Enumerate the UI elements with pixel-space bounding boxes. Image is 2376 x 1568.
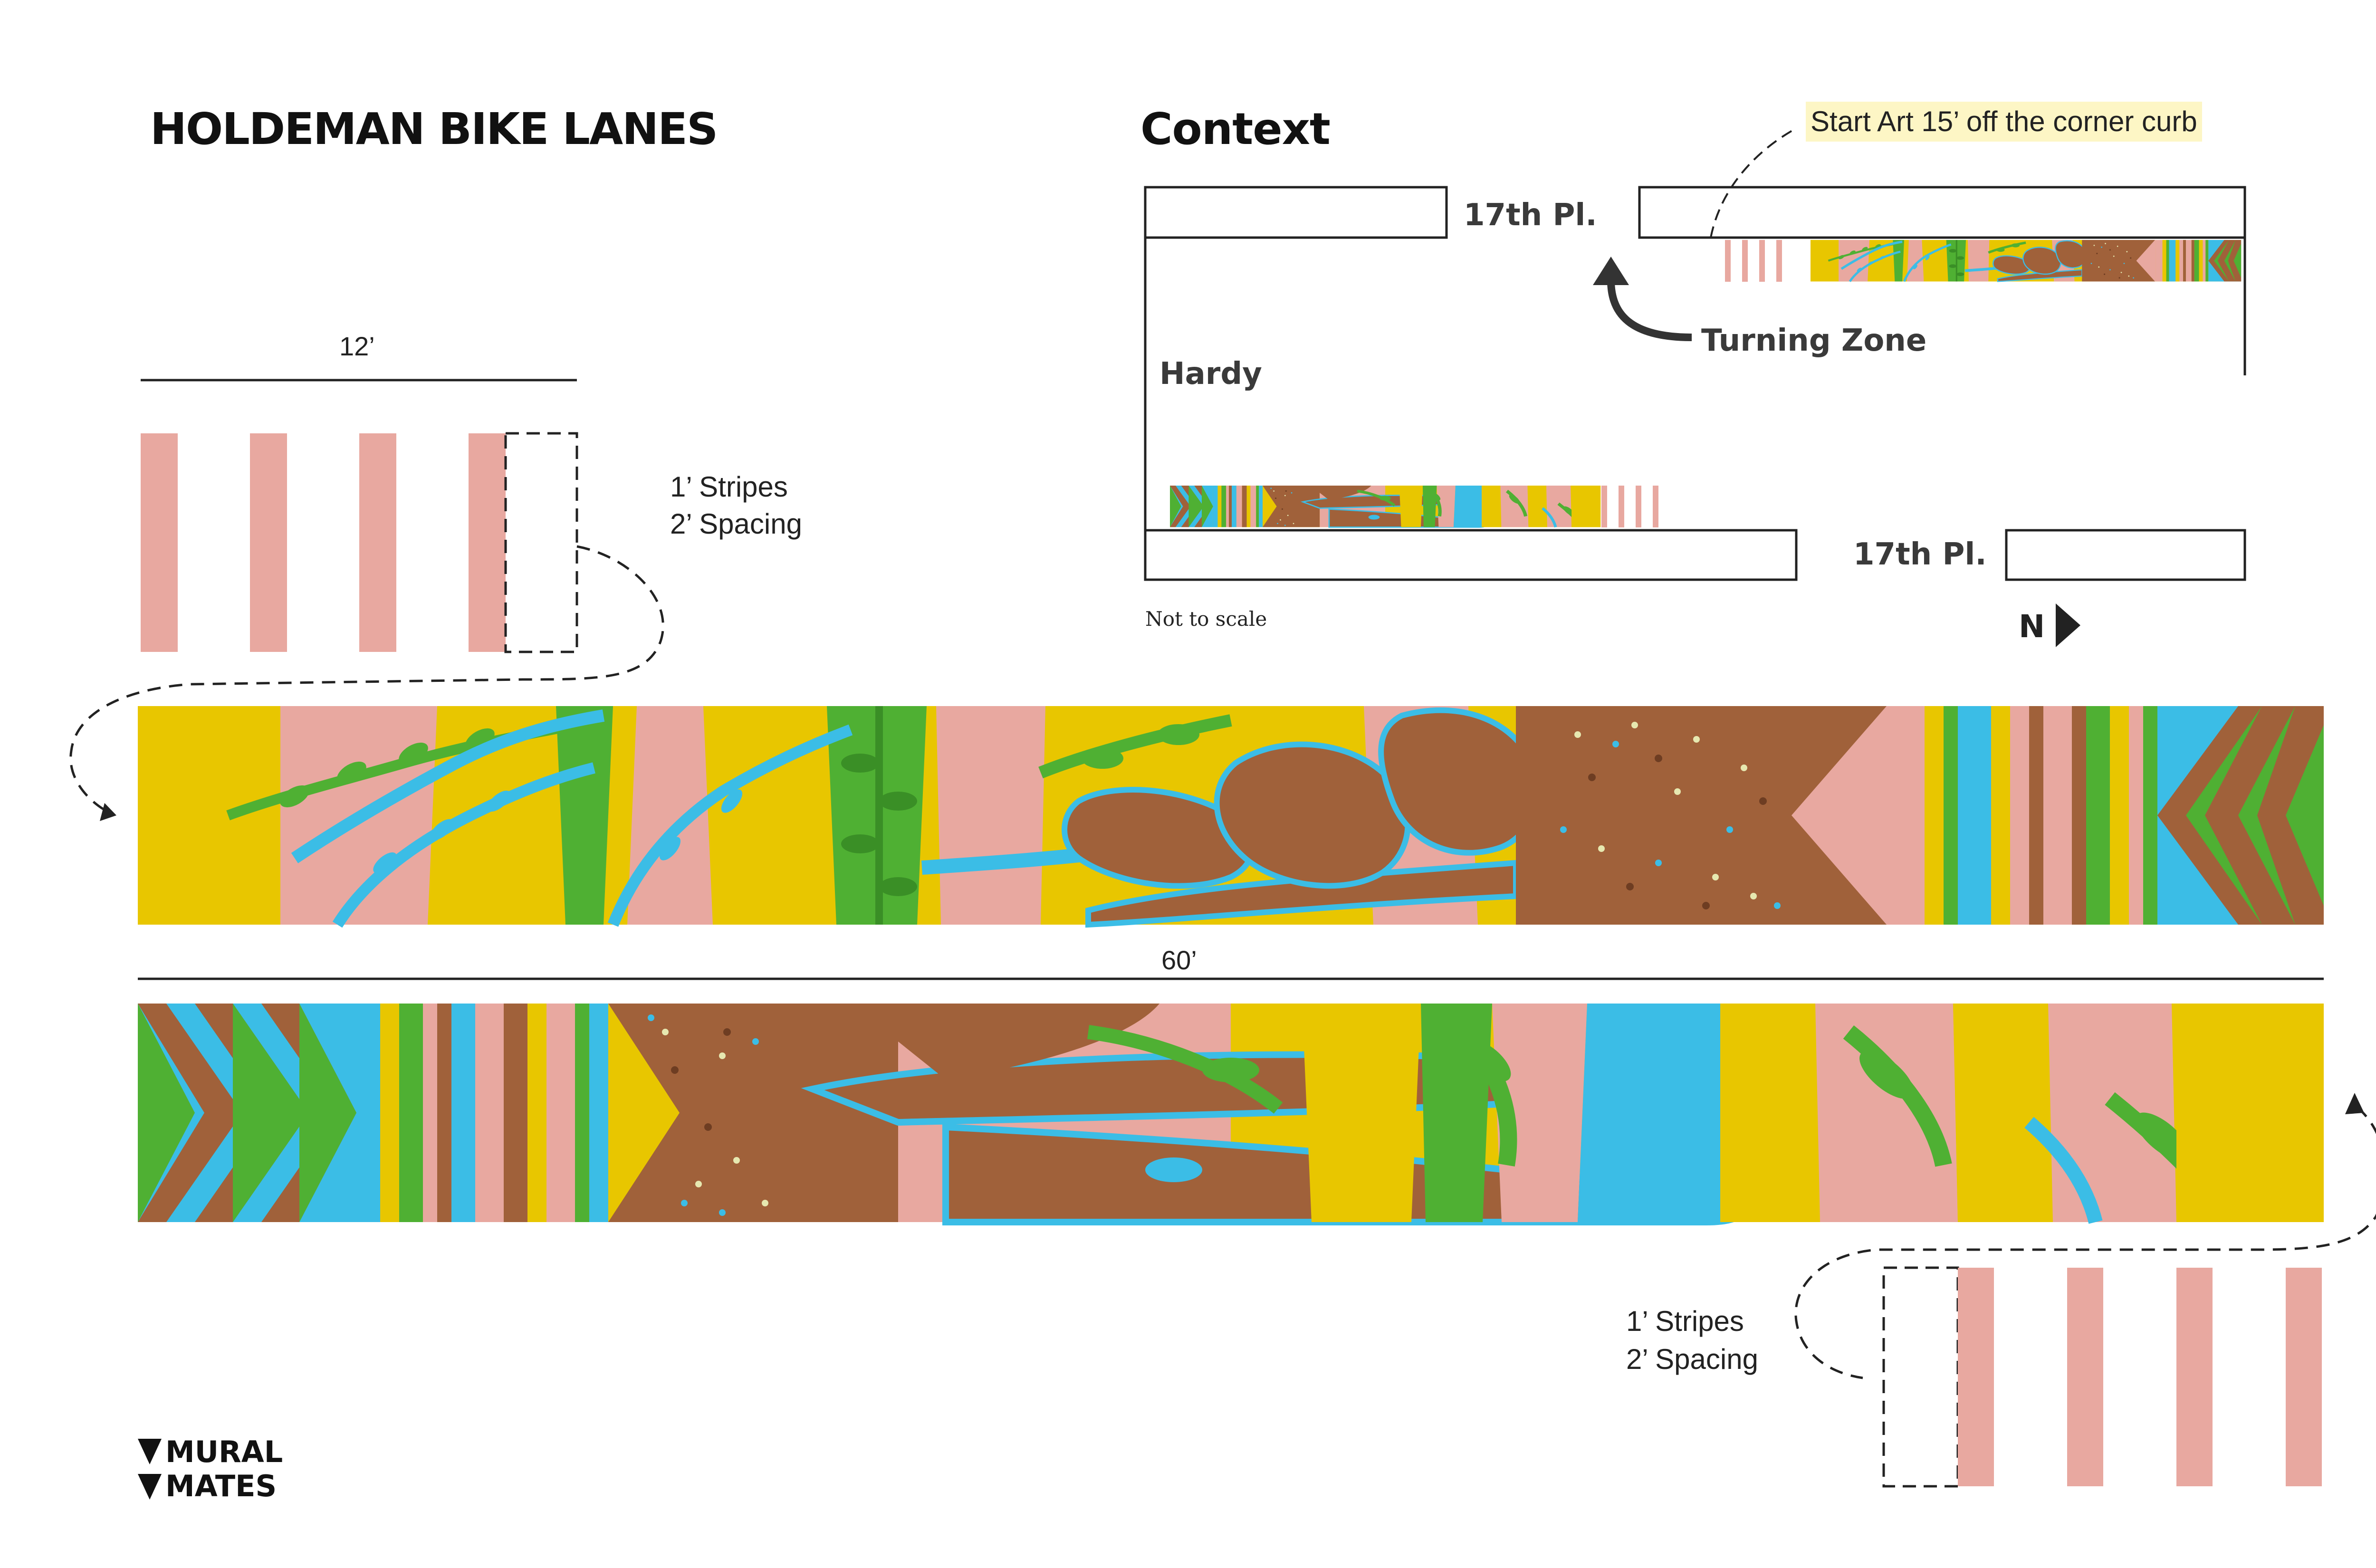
turning-arrow (1607, 280, 1692, 341)
context-mini-mural-top (1725, 240, 2241, 282)
dashed-connector-top (69, 545, 664, 814)
length-dimension-label: 60’ (1161, 945, 1197, 975)
mural-band-bottom (138, 1004, 2324, 1222)
width-dimension-label: 12’ (339, 331, 375, 361)
street-label-bottom: 17th Pl. (1853, 537, 1987, 572)
stripe-outline-dashed-bottom (1882, 1266, 1959, 1488)
stripe-note-bottom-line2: 2’ Spacing (1626, 1343, 1758, 1375)
logo-mark-1 (138, 1439, 162, 1464)
top-crosswalk-stripes (141, 433, 506, 652)
turning-zone-label: Turning Zone (1701, 323, 1927, 358)
context-heading: Context (1140, 104, 1331, 154)
mural-band-top (138, 706, 2324, 925)
logo-line-2: MATES (165, 1469, 277, 1503)
arrowhead-bottom (2345, 1093, 2364, 1114)
stripe-note-bottom-line1: 1’ Stripes (1626, 1305, 1744, 1337)
start-note-leader (1710, 127, 1797, 238)
bottom-crosswalk-stripes (1958, 1268, 2322, 1486)
stripe-outline-dashed (504, 432, 578, 653)
not-to-scale-note: Not to scale (1145, 607, 1267, 631)
stripe-note-top-line2: 2’ Spacing (670, 508, 802, 540)
page-title: HOLDEMAN BIKE LANES (150, 104, 718, 154)
dashed-connector-bottom (1794, 1106, 2376, 1379)
street-label-top: 17th Pl. (1464, 198, 1597, 233)
context-mini-mural-bottom (1170, 486, 1658, 527)
stripe-note-top-line1: 1’ Stripes (670, 471, 788, 503)
arrowhead-top (100, 803, 116, 821)
start-art-note: Start Art 15’ off the corner curb (1806, 102, 2202, 142)
logo-line-1: MURAL (165, 1434, 283, 1469)
north-arrow-icon (2056, 603, 2080, 647)
logo: MURAL MATES (138, 1435, 283, 1503)
street-label-left: Hardy (1159, 356, 1262, 392)
turning-arrowhead (1593, 257, 1629, 285)
logo-mark-2 (138, 1474, 162, 1500)
context-map (1144, 186, 2246, 581)
north-label: N (2019, 608, 2045, 645)
